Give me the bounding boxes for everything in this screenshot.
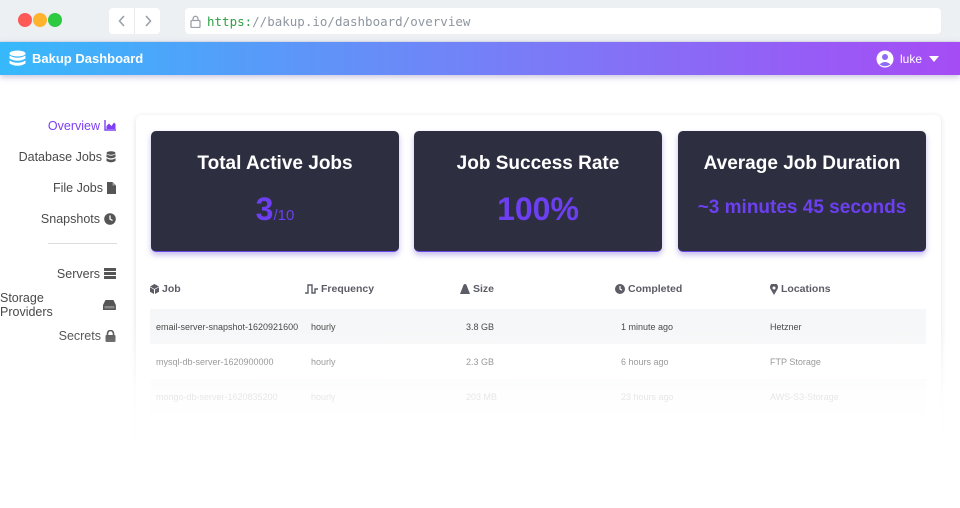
sidebar-item-overview[interactable]: Overview <box>0 110 120 141</box>
close-window-button[interactable] <box>18 13 32 27</box>
cell-frequency: hourly <box>311 321 336 332</box>
cell-size: 3.8 GB <box>466 321 495 332</box>
cell-frequency: hourly <box>311 391 336 402</box>
column-header-completed[interactable]: Completed <box>615 283 682 295</box>
database-icon <box>106 150 116 162</box>
sidebar-item-label: Overview <box>47 118 100 133</box>
cell-completed: 23 hours ago <box>621 391 674 402</box>
cell-locations: Hetzner <box>770 321 802 332</box>
sidebar-item-storage-providers[interactable]: Storage Providers <box>0 289 120 320</box>
address-bar[interactable]: https://bakup.io/dashboard/overview <box>185 8 941 34</box>
lock-icon <box>105 329 116 342</box>
table-row[interactable]: email-server-snapshot-1620921600 hourly … <box>150 309 926 344</box>
cell-locations: AWS-S3-Storage <box>770 391 839 402</box>
brand[interactable]: Bakup Dashboard <box>8 50 143 68</box>
table-row[interactable]: mysql-db-server-1620900000 hourly 2.3 GB… <box>150 344 926 379</box>
clock-icon <box>615 284 625 294</box>
cell-completed: 6 hours ago <box>621 356 669 367</box>
stat-value: 3/10 <box>255 191 295 227</box>
sidebar-item-label: Servers <box>56 266 100 281</box>
column-header-job[interactable]: Job <box>150 283 181 295</box>
stat-card-success-rate: Job Success Rate 100% <box>414 131 662 252</box>
url-text: https://bakup.io/dashboard/overview <box>207 13 471 29</box>
database-logo-icon <box>9 50 26 66</box>
stat-card-active-jobs: Total Active Jobs 3/10 <box>151 131 399 252</box>
sidebar-item-label: File Jobs <box>52 180 103 195</box>
stat-title: Job Success Rate <box>456 153 620 174</box>
back-button[interactable] <box>109 8 134 34</box>
cell-job: email-server-snapshot-1620921600 <box>156 321 299 332</box>
cell-size: 203 MB <box>466 391 498 402</box>
sidebar-item-label: Storage Providers <box>0 290 53 319</box>
username: luke <box>899 51 922 66</box>
server-icon <box>104 268 116 279</box>
overview-panel: Total Active Jobs 3/10 Job Success Rate … <box>136 115 941 508</box>
column-header-locations[interactable]: Locations <box>770 283 831 295</box>
user-circle-icon <box>876 50 894 67</box>
map-marker-icon <box>770 283 778 295</box>
column-header-size[interactable]: Size <box>460 283 494 295</box>
brand-name: Bakup Dashboard <box>32 51 144 66</box>
hdd-icon <box>103 299 116 310</box>
file-icon <box>107 181 116 194</box>
cell-size: 2.3 GB <box>466 356 495 367</box>
sidebar-item-servers[interactable]: Servers <box>0 258 120 289</box>
clock-icon <box>104 212 116 225</box>
stat-title: Total Active Jobs <box>197 153 353 174</box>
cell-frequency: hourly <box>311 356 336 367</box>
sidebar-item-database-jobs[interactable]: Database Jobs <box>0 141 120 172</box>
jobs-table-header: Job Frequency Size Completed Locations <box>150 283 926 301</box>
stat-title: Average Job Duration <box>703 153 901 174</box>
cell-job: mysql-db-server-1620900000 <box>156 356 274 367</box>
nav-buttons <box>109 8 160 34</box>
sidebar: Overview Database Jobs File Jobs Snapsho… <box>0 110 120 351</box>
sidebar-item-label: Snapshots <box>40 211 100 226</box>
forward-button[interactable] <box>134 8 160 34</box>
sidebar-divider <box>48 243 117 244</box>
table-row[interactable]: mongo-db-server-1620835200 hourly 203 MB… <box>150 379 926 414</box>
stat-value: ~3 minutes 45 seconds <box>697 197 907 218</box>
column-header-frequency[interactable]: Frequency <box>305 283 374 295</box>
cell-completed: 1 minute ago <box>621 321 674 332</box>
sidebar-item-label: Secrets <box>58 328 101 343</box>
chevron-right-icon <box>144 15 152 27</box>
cell-locations: FTP Storage <box>770 356 821 367</box>
sidebar-item-secrets[interactable]: Secrets <box>0 320 120 351</box>
cube-icon <box>150 284 159 294</box>
chevron-left-icon <box>117 15 125 27</box>
sidebar-item-snapshots[interactable]: Snapshots <box>0 203 120 234</box>
cell-job: mongo-db-server-1620835200 <box>156 391 278 402</box>
maximize-window-button[interactable] <box>48 13 62 27</box>
lock-icon <box>190 15 201 28</box>
minimize-window-button[interactable] <box>33 13 47 27</box>
chart-area-icon <box>104 120 116 131</box>
app-header: Bakup Dashboard luke <box>0 42 960 75</box>
user-menu[interactable]: luke <box>876 42 939 75</box>
weight-icon <box>460 284 470 294</box>
caret-down-icon <box>929 55 939 62</box>
stat-card-avg-duration: Average Job Duration ~3 minutes 45 secon… <box>678 131 926 252</box>
sidebar-item-label: Database Jobs <box>18 149 102 164</box>
wave-square-icon <box>305 284 318 294</box>
browser-toolbar: https://bakup.io/dashboard/overview <box>0 0 960 42</box>
sidebar-item-file-jobs[interactable]: File Jobs <box>0 172 120 203</box>
stat-value: 100% <box>497 191 579 227</box>
